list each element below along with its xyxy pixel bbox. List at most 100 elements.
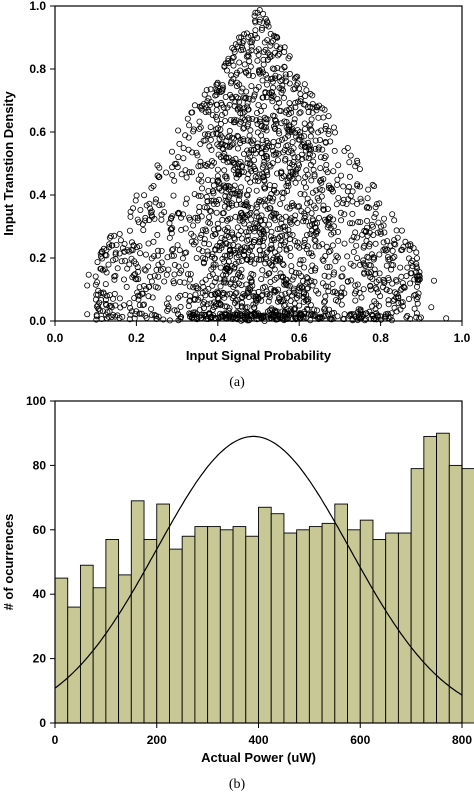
scatter-point — [298, 151, 305, 158]
scatter-point — [256, 7, 263, 13]
scatter-point — [321, 305, 328, 312]
scatter-point — [246, 222, 253, 229]
scatter-point — [259, 77, 266, 84]
histogram-bar — [92, 587, 107, 724]
scatter-point — [211, 255, 218, 262]
scatter-point — [278, 120, 285, 127]
scatter-point — [291, 129, 298, 136]
scatter-point — [308, 267, 315, 274]
scatter-point — [319, 146, 326, 153]
scatter-point — [263, 116, 270, 123]
scatter-point — [363, 237, 370, 244]
scatter-point — [223, 173, 230, 180]
scatter-point — [225, 55, 232, 62]
scatter-point — [111, 232, 118, 239]
scatter-point — [204, 198, 211, 205]
scatter-point — [276, 99, 283, 106]
scatter-point — [380, 246, 387, 253]
scatter-point — [214, 79, 221, 86]
scatter-point — [253, 297, 260, 304]
scatter-point — [417, 314, 424, 321]
scatter-point — [356, 261, 363, 268]
scatter-point — [259, 284, 266, 291]
scatter-point — [291, 119, 298, 126]
scatter-point — [171, 177, 178, 184]
scatter-point — [218, 141, 225, 148]
histogram-bar — [397, 532, 412, 724]
scatter-point — [186, 122, 193, 129]
scatter-point — [217, 132, 224, 139]
scatter-point — [186, 283, 193, 290]
scatter-point — [101, 266, 108, 273]
scatter-point — [281, 44, 288, 51]
scatter-point — [369, 181, 376, 188]
scatter-point — [159, 201, 166, 208]
scatter-point — [391, 296, 398, 303]
scatter-point — [221, 184, 228, 191]
scatter-point — [158, 216, 165, 223]
scatter-point — [296, 85, 303, 92]
scatter-point — [383, 262, 390, 269]
scatter-point — [322, 252, 329, 259]
scatter-point — [107, 302, 114, 309]
scatter-point — [190, 233, 197, 240]
scatter-point — [236, 98, 243, 105]
scatter-point — [229, 141, 236, 148]
scatter-point — [376, 251, 383, 258]
scatter-point — [301, 239, 308, 246]
scatter-point — [267, 245, 274, 252]
scatter-point — [293, 242, 300, 249]
scatter-point — [233, 174, 240, 181]
scatter-point — [286, 236, 293, 243]
scatter-point — [286, 53, 293, 60]
scatter-point — [319, 187, 326, 194]
scatter-point — [243, 244, 250, 251]
scatter-point — [300, 179, 307, 186]
scatter-point — [183, 174, 190, 181]
scatter-point — [282, 227, 289, 234]
scatter-point — [258, 24, 265, 31]
scatter-point — [246, 228, 253, 235]
scatter-point — [330, 168, 337, 175]
scatter-point — [291, 289, 298, 296]
scatter-point — [93, 311, 100, 318]
scatter-point — [238, 162, 245, 169]
scatter-point — [169, 164, 176, 171]
scatter-point — [301, 126, 308, 133]
scatter-point — [405, 255, 412, 262]
scatter-point — [241, 61, 248, 68]
scatter-point — [292, 99, 299, 106]
scatter-point — [246, 58, 253, 65]
histogram-bar — [130, 500, 145, 724]
scatter-point — [296, 260, 303, 267]
scatter-point — [255, 239, 262, 246]
scatter-point — [248, 32, 255, 39]
scatter-point — [290, 273, 297, 280]
histogram-bar — [232, 526, 247, 724]
scatter-point — [270, 123, 277, 130]
scatter-y-axis-title: Input Transtion Density — [1, 91, 16, 236]
scatter-point — [163, 271, 170, 278]
scatter-point — [135, 276, 142, 283]
scatter-point — [186, 214, 193, 221]
scatter-point — [322, 139, 329, 146]
scatter-point — [238, 235, 245, 242]
scatter-point — [301, 290, 308, 297]
scatter-point — [240, 31, 247, 38]
scatter-point — [277, 200, 284, 207]
scatter-point — [259, 291, 266, 298]
scatter-point — [106, 241, 113, 248]
scatter-point — [278, 89, 285, 96]
scatter-point — [266, 54, 273, 61]
scatter-point — [221, 294, 228, 301]
scatter-point — [147, 205, 154, 212]
scatter-point — [304, 195, 311, 202]
scatter-point — [261, 114, 268, 121]
scatter-point — [193, 310, 200, 317]
scatter-point — [223, 240, 230, 247]
scatter-point — [315, 214, 322, 221]
scatter-point — [139, 221, 146, 228]
scatter-point — [269, 262, 276, 269]
scatter-point — [360, 260, 367, 267]
scatter-point — [364, 268, 371, 275]
